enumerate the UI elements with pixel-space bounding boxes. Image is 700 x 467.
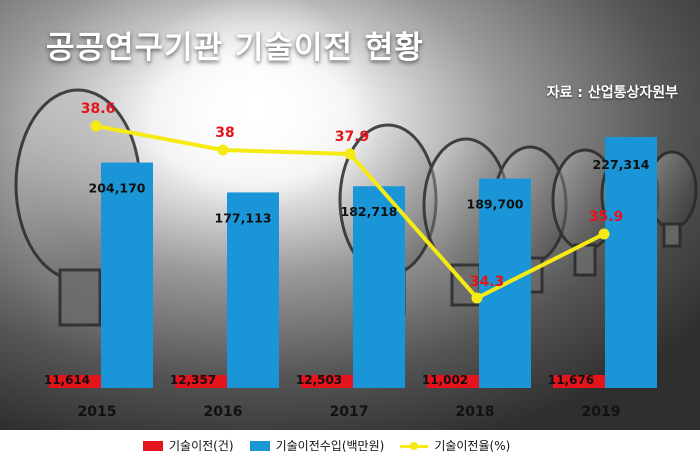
rate-label: 37.9	[335, 129, 370, 145]
legend-swatch-transfers	[143, 440, 163, 451]
legend-label-rate: 기술이전율(%)	[434, 439, 511, 453]
rate-labels: 38.6 38 37.9 34.3 35.9	[81, 101, 624, 290]
legend: 기술이전(건) 기술이전수입(백만원) 기술이전율(%)	[143, 437, 510, 454]
x-tick-label: 2016	[204, 404, 243, 420]
transfer-label: 11,614	[44, 373, 90, 387]
rate-point	[344, 148, 356, 160]
transfer-labels: 11,614 12,357 12,503 11,002 11,676	[44, 373, 594, 387]
rate-point	[598, 228, 610, 240]
transfer-label: 12,357	[170, 373, 216, 387]
publisher-watermark: 중기이코노미	[597, 430, 680, 448]
rate-point	[471, 292, 483, 304]
legend-swatch-income	[249, 440, 270, 451]
transfer-bar	[553, 375, 605, 388]
legend-item-rate: 기술이전율(%)	[400, 437, 510, 454]
legend-item-transfers: 기술이전(건)	[143, 437, 234, 454]
legend-label-income: 기술이전수입(백만원)	[275, 439, 385, 453]
rate-label: 38	[215, 125, 234, 141]
income-label: 177,113	[215, 210, 272, 225]
rate-point	[90, 120, 102, 132]
income-label: 189,700	[467, 197, 524, 212]
legend-label-transfers: 기술이전(건)	[169, 439, 234, 453]
transfer-label: 11,676	[548, 373, 594, 387]
rate-point	[217, 144, 229, 156]
rate-label: 38.6	[81, 101, 116, 117]
rate-label: 34.3	[470, 274, 505, 290]
income-label: 227,314	[593, 157, 650, 172]
x-tick-label: 2017	[330, 404, 369, 420]
legend-item-income: 기술이전수입(백만원)	[249, 437, 385, 454]
income-bar	[605, 137, 657, 388]
rate-line	[90, 120, 610, 304]
rate-label: 35.9	[589, 209, 624, 225]
transfer-bar	[427, 375, 479, 388]
source-note: 자료 : 산업통상자원부	[546, 85, 678, 101]
x-tick-label: 2015	[78, 404, 117, 420]
transfer-bars	[49, 375, 605, 388]
legend-swatch-rate	[400, 441, 429, 451]
transfer-bar	[49, 375, 101, 388]
income-bar	[227, 192, 279, 388]
transfer-label: 11,002	[422, 373, 468, 387]
transfer-bar	[175, 375, 227, 388]
transfer-label: 12,503	[296, 373, 342, 387]
income-labels: 204,170 177,113 182,718 189,700 227,314	[89, 157, 650, 225]
chart-title: 공공연구기관 기술이전 현황	[46, 30, 424, 66]
income-bar	[353, 186, 405, 388]
income-bars	[101, 137, 657, 388]
x-axis-ticks: 2015 2016 2017 2018 2019	[78, 404, 621, 420]
transfer-bar	[301, 375, 353, 388]
x-tick-label: 2019	[582, 404, 621, 420]
x-tick-label: 2018	[456, 404, 495, 420]
income-label: 182,718	[341, 204, 398, 219]
income-bar	[101, 162, 153, 388]
income-label: 204,170	[89, 181, 146, 196]
